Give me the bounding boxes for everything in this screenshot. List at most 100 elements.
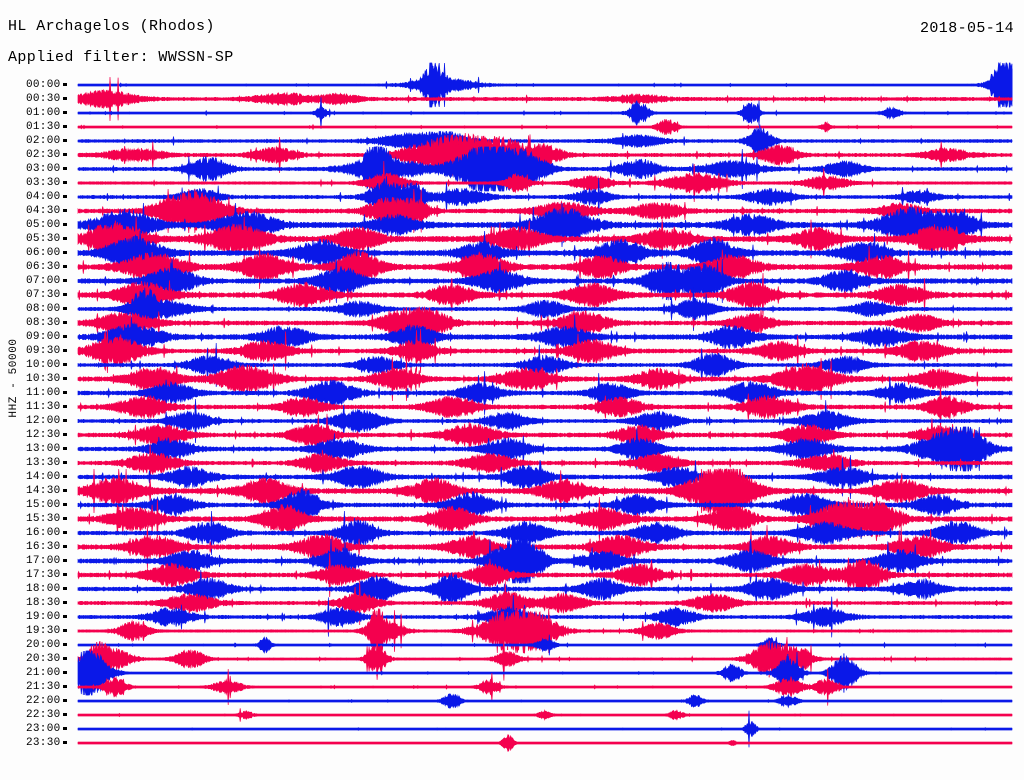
trace-row: 20:00 [0,634,1024,656]
trace-time-label: 19:00 [26,611,61,623]
trace-time-label: 15:30 [26,513,61,525]
trace-time-label: 03:30 [26,177,61,189]
trace-time-label: 23:30 [26,737,61,749]
waveform-trace [77,444,1013,482]
row-tick-mark [63,111,67,114]
trace-time-label: 21:30 [26,681,61,693]
trace-time-label: 05:30 [26,233,61,245]
row-tick-mark [63,321,67,324]
row-tick-mark [63,629,67,632]
row-tick-mark [63,279,67,282]
applied-filter-label: Applied filter: WWSSN-SP [8,49,234,66]
waveform-trace [77,371,1013,415]
waveform-trace [77,76,1013,122]
trace-row: 17:30 [0,552,1024,598]
trace-time-label: 18:30 [26,597,61,609]
row-tick-mark [63,237,67,240]
row-tick-mark [63,727,67,730]
trace-time-label: 22:00 [26,695,61,707]
waveform-trace [77,685,1013,717]
waveform-trace [77,426,1013,472]
row-tick-mark [63,601,67,604]
waveform-trace [77,454,1013,500]
trace-time-label: 20:00 [26,639,61,651]
trace-row: 16:00 [0,510,1024,556]
row-tick-mark [63,349,67,352]
trace-time-label: 06:30 [26,261,61,273]
waveform-trace [77,216,1013,262]
trace-time-label: 23:00 [26,723,61,735]
trace-row: 01:30 [0,119,1024,135]
row-tick-mark [63,713,67,716]
row-tick-mark [63,657,67,660]
waveform-trace [77,314,1013,360]
row-tick-mark [63,699,67,702]
row-tick-mark [63,489,67,492]
trace-time-label: 08:00 [26,303,61,315]
trace-time-label: 08:30 [26,317,61,329]
trace-row: 11:30 [0,385,1024,429]
trace-row: 18:00 [0,569,1024,609]
trace-time-label: 04:30 [26,205,61,217]
row-tick-mark [63,307,67,310]
row-tick-mark [63,125,67,128]
trace-time-label: 21:00 [26,667,61,679]
waveform-trace [77,629,1013,661]
waveform-trace [77,524,1013,570]
trace-row: 13:30 [0,444,1024,482]
row-tick-mark [63,433,67,436]
row-tick-mark [63,335,67,338]
trace-row: 10:30 [0,356,1024,402]
row-tick-mark [63,643,67,646]
trace-time-label: 07:30 [26,289,61,301]
trace-row: 07:30 [0,272,1024,318]
trace-row: 06:30 [0,244,1024,290]
trace-time-label: 03:00 [26,163,61,175]
header: HL Archagelos (Rhodos) Applied filter: W… [0,0,1024,78]
trace-row: 22:00 [0,693,1024,709]
trace-time-label: 05:00 [26,219,61,231]
waveform-trace [77,710,1013,748]
trace-row: 23:00 [0,710,1024,748]
waveform-trace [77,569,1013,609]
date-label: 2018-05-14 [919,20,1014,37]
row-tick-mark [63,209,67,212]
trace-row: 00:30 [0,76,1024,122]
page-title: HL Archagelos (Rhodos) [8,18,215,35]
waveform-trace [77,244,1013,290]
trace-row: 07:00 [0,258,1024,304]
row-tick-mark [63,447,67,450]
row-tick-mark [63,405,67,408]
trace-time-label: 11:00 [26,387,61,399]
trace-row: 14:00 [0,454,1024,500]
row-tick-mark [63,615,67,618]
waveform-trace [77,699,1013,731]
trace-row: 23:30 [0,734,1024,752]
trace-row: 12:00 [0,398,1024,444]
row-tick-mark [63,195,67,198]
trace-row: 06:00 [0,230,1024,276]
trace-time-label: 09:00 [26,331,61,343]
trace-time-label: 12:00 [26,415,61,427]
trace-time-label: 17:30 [26,569,61,581]
row-tick-mark [63,167,67,170]
trace-time-label: 01:00 [26,107,61,119]
waveform-trace [77,385,1013,429]
row-tick-mark [63,545,67,548]
row-tick-mark [63,251,67,254]
trace-time-label: 02:30 [26,149,61,161]
trace-row: 12:30 [0,413,1024,457]
trace-time-label: 07:00 [26,275,61,287]
trace-time-label: 10:30 [26,373,61,385]
trace-row: 10:00 [0,342,1024,388]
row-tick-mark [63,475,67,478]
row-tick-mark [63,573,67,576]
trace-row: 03:30 [0,160,1024,206]
waveform-trace [77,146,1013,192]
waveform-trace [77,580,1013,626]
trace-time-label: 18:00 [26,583,61,595]
trace-time-label: 00:00 [26,79,61,91]
row-tick-mark [63,391,67,394]
trace-time-label: 16:30 [26,541,61,553]
trace-row: 14:30 [0,467,1024,515]
